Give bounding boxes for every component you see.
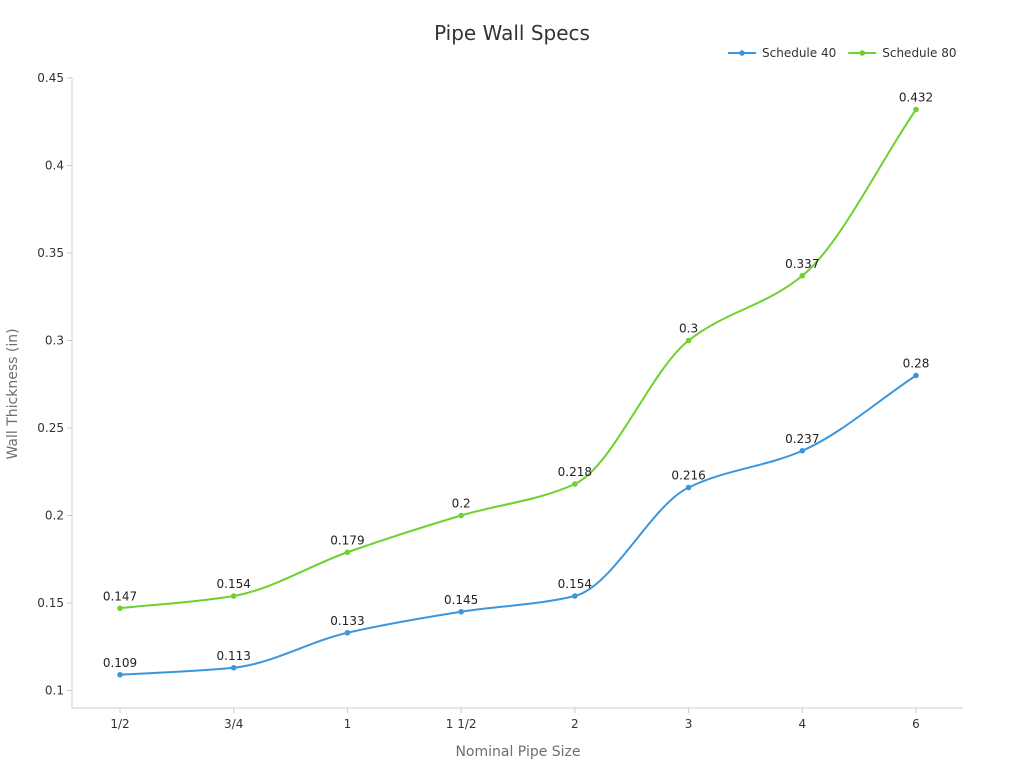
y-tick-label: 0.35 bbox=[37, 246, 64, 260]
data-label: 0.237 bbox=[785, 432, 819, 446]
series-line-schedule-80 bbox=[119, 108, 917, 610]
data-point[interactable] bbox=[913, 372, 919, 379]
legend-label: Schedule 40 bbox=[762, 46, 836, 60]
y-axis-title: Wall Thickness (in) bbox=[5, 328, 21, 459]
data-label: 0.179 bbox=[330, 533, 364, 547]
legend-label: Schedule 80 bbox=[882, 46, 956, 60]
legend-swatch-marker bbox=[859, 50, 866, 56]
data-label: 0.337 bbox=[785, 257, 819, 271]
data-point[interactable] bbox=[572, 481, 578, 487]
data-label: 0.113 bbox=[217, 649, 251, 663]
y-axis-ticks: 0.1 0.15 0.2 0.25 0.3 0.35 0.4 0.45 bbox=[37, 71, 72, 698]
data-label: 0.216 bbox=[671, 469, 705, 483]
series-schedule-80: 0.147 0.154 0.179 0.2 0.218 0.3 0.337 0.432 bbox=[103, 91, 933, 612]
x-axis-ticks: 1/2 3/4 1 1 1/2 2 3 4 6 bbox=[110, 708, 920, 731]
data-point[interactable] bbox=[913, 106, 919, 113]
x-tick-label: 3 bbox=[685, 717, 693, 731]
series-line-schedule-40 bbox=[119, 374, 917, 676]
y-tick-label: 0.3 bbox=[45, 334, 64, 348]
legend-swatch-marker bbox=[739, 50, 745, 56]
legend: Schedule 40 Schedule 80 bbox=[728, 46, 956, 60]
data-label: 0.154 bbox=[558, 577, 592, 591]
legend-item-schedule-80[interactable]: Schedule 80 bbox=[848, 46, 956, 60]
data-label: 0.3 bbox=[679, 322, 698, 336]
x-tick-label: 1/2 bbox=[110, 717, 129, 731]
data-label: 0.28 bbox=[903, 357, 930, 371]
data-label: 0.145 bbox=[444, 593, 478, 607]
x-tick-label: 1 bbox=[344, 717, 352, 731]
data-point[interactable] bbox=[117, 605, 123, 612]
y-tick-label: 0.4 bbox=[45, 159, 64, 173]
data-point[interactable] bbox=[458, 608, 464, 615]
x-tick-label: 4 bbox=[798, 717, 806, 731]
data-point[interactable] bbox=[117, 671, 123, 678]
data-point[interactable] bbox=[458, 512, 464, 519]
data-point[interactable] bbox=[572, 593, 578, 599]
x-axis-title: Nominal Pipe Size bbox=[455, 744, 580, 760]
y-tick-label: 0.15 bbox=[37, 596, 64, 610]
data-label: 0.218 bbox=[558, 465, 592, 479]
data-point[interactable] bbox=[685, 484, 692, 491]
data-label: 0.109 bbox=[103, 656, 137, 670]
x-tick-label: 1 1/2 bbox=[446, 717, 477, 731]
data-label: 0.2 bbox=[452, 497, 471, 511]
y-tick-label: 0.45 bbox=[37, 71, 64, 85]
data-point[interactable] bbox=[230, 593, 237, 599]
data-point[interactable] bbox=[230, 664, 237, 671]
x-tick-label: 3/4 bbox=[224, 717, 243, 731]
data-point[interactable] bbox=[799, 447, 806, 454]
series-schedule-40: 0.109 0.113 0.133 0.145 0.154 0.216 0.237 0.28 bbox=[103, 357, 930, 678]
data-point[interactable] bbox=[344, 549, 351, 556]
data-label: 0.154 bbox=[217, 577, 251, 591]
series-layer: 0.109 0.1130.1330.1450.1540.2160.2370.280… bbox=[103, 91, 933, 678]
data-point[interactable] bbox=[344, 629, 351, 636]
y-tick-label: 0.25 bbox=[37, 421, 64, 435]
data-label: 0.133 bbox=[330, 614, 364, 628]
data-label: 0.432 bbox=[899, 91, 933, 105]
data-point[interactable] bbox=[799, 272, 806, 279]
data-point[interactable] bbox=[685, 337, 692, 344]
x-tick-label: 2 bbox=[571, 717, 579, 731]
x-tick-label: 6 bbox=[912, 717, 920, 731]
data-label: 0.147 bbox=[103, 589, 137, 603]
legend-item-schedule-40[interactable]: Schedule 40 bbox=[728, 46, 836, 60]
y-tick-label: 0.1 bbox=[45, 684, 64, 698]
y-tick-label: 0.2 bbox=[45, 509, 64, 523]
chart-title: Pipe Wall Specs bbox=[434, 21, 590, 45]
